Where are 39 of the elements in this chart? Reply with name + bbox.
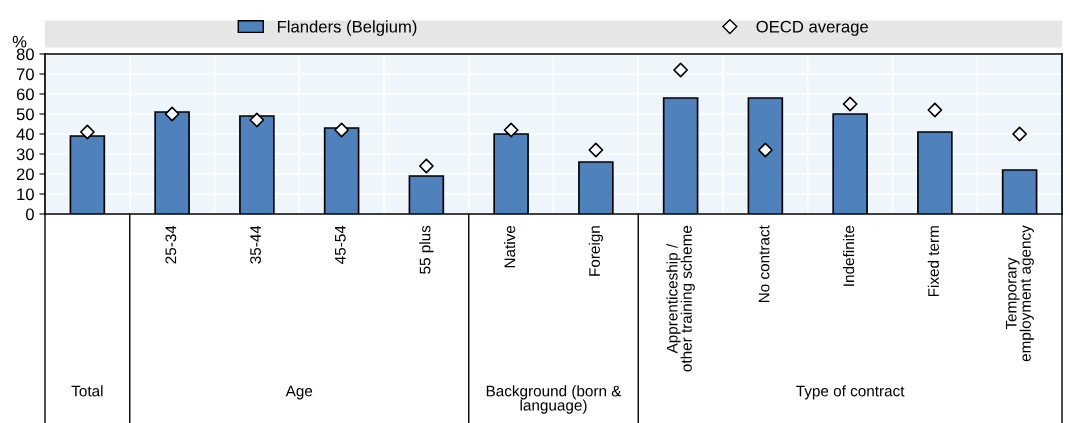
y-tick-label: 60 — [16, 88, 34, 101]
y-tick-label: 0 — [25, 208, 34, 221]
point — [588, 142, 604, 158]
x-tick-label: Fixed term — [927, 226, 939, 297]
text: Background (born & language) — [486, 385, 622, 414]
text: Age — [285, 385, 313, 400]
text: Total — [71, 385, 103, 397]
y-tick-label: 10 — [17, 188, 34, 201]
x-tick-label: Temporary employment agency — [1005, 225, 1034, 362]
point — [927, 102, 943, 118]
legend-label: OECD average — [756, 20, 868, 36]
point — [673, 62, 689, 78]
x-tick-label: 55 plus — [419, 225, 434, 274]
y-tick-label: 80 — [16, 48, 34, 61]
legend-label: Flanders (Belgium) — [277, 20, 417, 36]
point — [757, 142, 773, 158]
x-tick-label: Native — [504, 225, 516, 268]
x-tick-label: 45-54 — [335, 225, 346, 264]
x-tick-label: No contract — [758, 225, 770, 303]
point — [1012, 126, 1028, 142]
x-tick-label: Foreign — [588, 226, 603, 276]
point — [249, 112, 265, 128]
y-tick-label: 40 — [16, 128, 34, 141]
point — [164, 106, 180, 122]
point — [334, 122, 350, 138]
point — [79, 124, 95, 140]
y-tick-label: 20 — [16, 168, 34, 181]
point — [503, 122, 519, 138]
text: Type of contract — [796, 385, 905, 400]
y-tick-label: 70 — [16, 68, 34, 81]
point — [842, 96, 858, 112]
x-tick-label: Apprenticeship / other training scheme — [666, 225, 695, 372]
y-tick-label: 30 — [16, 148, 34, 161]
x-tick-label: Indefinite — [843, 225, 855, 286]
y-axis-title: % — [12, 35, 27, 48]
y-tick-label: 50 — [16, 108, 34, 121]
x-tick-label: 35-44 — [250, 225, 261, 264]
x-tick-label: 25-34 — [165, 225, 177, 264]
point — [418, 158, 434, 174]
